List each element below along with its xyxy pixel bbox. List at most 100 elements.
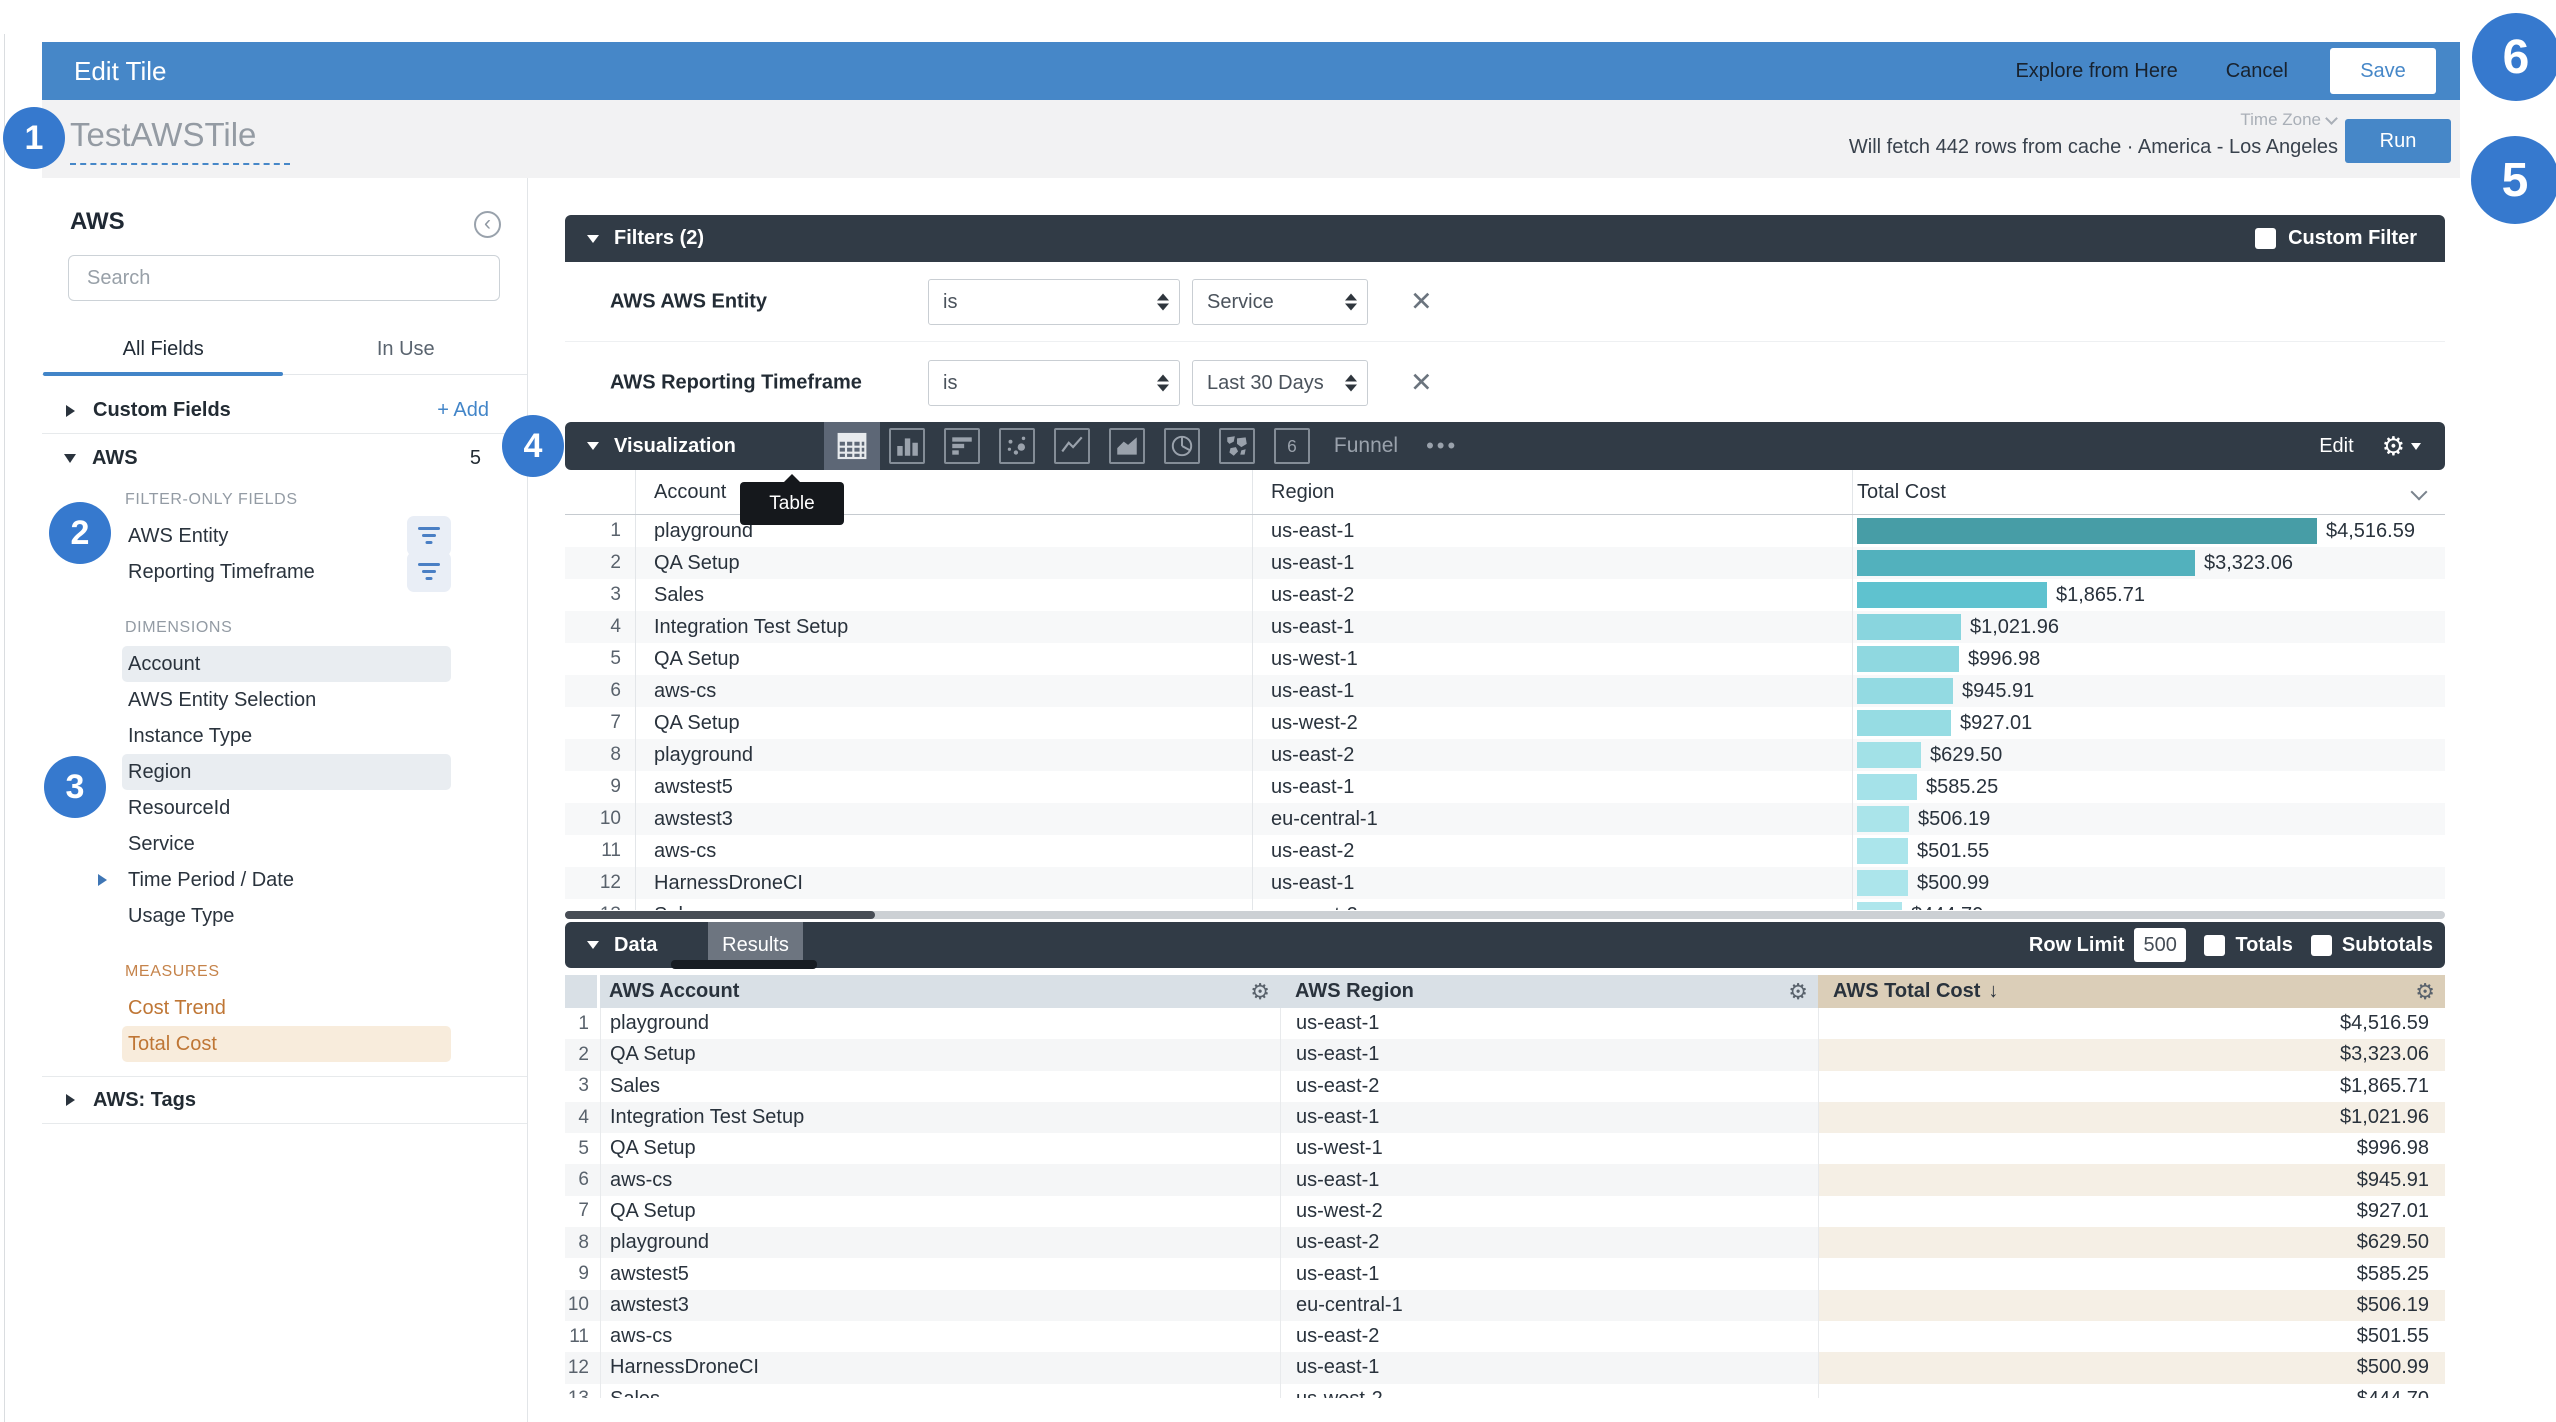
subtotals-checkbox[interactable] xyxy=(2310,934,2332,956)
total-cost-cell[interactable]: $927.01 xyxy=(1818,1195,2445,1228)
total-cost-cell[interactable]: $4,516.59 xyxy=(1852,515,2445,547)
account-cell[interactable]: Sales xyxy=(600,1070,1280,1102)
field-item-aws-entity[interactable]: AWS Entity xyxy=(122,516,451,556)
viz-type-bar-icon[interactable] xyxy=(935,422,990,470)
run-button[interactable]: Run xyxy=(2345,119,2451,163)
add-custom-field-button[interactable]: + Add xyxy=(437,399,489,421)
account-cell[interactable]: QA Setup xyxy=(635,707,1252,739)
viz-type-map-icon[interactable] xyxy=(1210,422,1265,470)
total-cost-cell[interactable]: $1,865.71 xyxy=(1852,579,2445,611)
account-cell[interactable]: Integration Test Setup xyxy=(635,611,1252,643)
filter-field-button[interactable] xyxy=(407,552,451,592)
account-cell[interactable]: aws-cs xyxy=(600,1164,1280,1196)
account-cell[interactable]: Sales xyxy=(600,1383,1280,1398)
region-cell[interactable]: us-east-1 xyxy=(1252,611,1852,643)
field-item-reporting-timeframe[interactable]: Reporting Timeframe xyxy=(122,552,451,592)
account-cell[interactable]: QA Setup xyxy=(600,1039,1280,1071)
scrollbar-thumb[interactable] xyxy=(565,911,875,919)
region-cell[interactable]: us-east-1 xyxy=(1252,515,1852,547)
account-cell[interactable]: QA Setup xyxy=(635,643,1252,675)
row-limit-input[interactable] xyxy=(2134,928,2187,962)
account-cell[interactable]: aws-cs xyxy=(635,835,1252,867)
region-cell[interactable]: us-east-1 xyxy=(1252,547,1852,579)
field-item-service[interactable]: Service xyxy=(128,833,195,855)
gear-icon[interactable]: ⚙ xyxy=(2381,430,2405,461)
collapse-sidebar-icon[interactable]: ‹ xyxy=(474,211,501,238)
filter-value-select[interactable]: Last 30 Days xyxy=(1192,360,1368,406)
remove-filter-icon[interactable]: ✕ xyxy=(1410,367,1433,398)
account-cell[interactable]: aws-cs xyxy=(600,1320,1280,1353)
data-horizontal-scrollbar-thumb[interactable] xyxy=(671,960,817,969)
viz-type-line-icon[interactable] xyxy=(1045,422,1100,470)
total-cost-cell[interactable]: $444.70 xyxy=(1852,899,2445,910)
region-cell[interactable]: us-east-1 xyxy=(1252,867,1852,899)
collapse-filters-icon[interactable] xyxy=(587,234,599,243)
field-item-aws-entity-selection[interactable]: AWS Entity Selection xyxy=(128,689,317,711)
total-cost-cell[interactable]: $1,021.96 xyxy=(1818,1101,2445,1134)
custom-filter-checkbox[interactable] xyxy=(2255,228,2277,249)
region-cell[interactable]: us-east-1 xyxy=(1280,1164,1818,1196)
account-cell[interactable]: aws-cs xyxy=(635,675,1252,707)
account-cell[interactable]: awstest5 xyxy=(600,1258,1280,1290)
expand-arrow-icon[interactable] xyxy=(98,874,107,886)
region-cell[interactable]: us-east-1 xyxy=(1280,1352,1818,1384)
total-cost-cell[interactable]: $3,323.06 xyxy=(1852,547,2445,579)
viz-type-single-value-icon[interactable]: 6 xyxy=(1265,422,1320,470)
account-cell[interactable]: QA Setup xyxy=(635,547,1252,579)
region-cell[interactable]: us-west-2 xyxy=(1252,707,1852,739)
custom-fields-row[interactable]: Custom Fields + Add xyxy=(42,388,527,434)
explore-from-here-button[interactable]: Explore from Here xyxy=(2015,59,2178,82)
search-input[interactable] xyxy=(68,255,500,301)
total-cost-cell[interactable]: $945.91 xyxy=(1818,1164,2445,1196)
viz-column-header-account[interactable]: Account xyxy=(635,470,1252,514)
account-cell[interactable]: awstest5 xyxy=(635,771,1252,803)
region-cell[interactable]: us-west-2 xyxy=(1280,1383,1818,1398)
gear-icon[interactable]: ⚙ xyxy=(1788,978,1808,1004)
account-cell[interactable]: QA Setup xyxy=(600,1195,1280,1228)
account-cell[interactable]: awstest3 xyxy=(600,1289,1280,1321)
region-cell[interactable]: us-west-1 xyxy=(1252,643,1852,675)
viz-column-header-region[interactable]: Region xyxy=(1252,470,1852,514)
filters-section-header[interactable]: Filters (2) Custom Filter xyxy=(565,215,2445,262)
total-cost-cell[interactable]: $585.25 xyxy=(1818,1258,2445,1290)
data-column-header-aws-total-cost[interactable]: AWS Total Cost ↓ ⚙ xyxy=(1818,975,2445,1008)
total-cost-cell[interactable]: $506.19 xyxy=(1818,1289,2445,1321)
viz-type-pie-icon[interactable] xyxy=(1155,422,1210,470)
region-cell[interactable]: us-east-1 xyxy=(1280,1258,1818,1290)
gear-icon[interactable]: ⚙ xyxy=(1250,978,1270,1004)
viz-edit-button[interactable]: Edit xyxy=(2319,434,2354,457)
region-cell[interactable]: us-east-2 xyxy=(1252,835,1852,867)
total-cost-cell[interactable]: $4,516.59 xyxy=(1818,1008,2445,1040)
viz-column-header-total-cost[interactable]: Total Cost xyxy=(1852,470,2445,514)
account-cell[interactable]: playground xyxy=(600,1008,1280,1040)
expand-arrow-icon[interactable] xyxy=(66,1094,75,1106)
tab-in-use[interactable]: In Use xyxy=(376,338,435,360)
account-cell[interactable]: awstest3 xyxy=(635,803,1252,835)
region-cell[interactable]: us-east-2 xyxy=(1252,739,1852,771)
total-cost-cell[interactable]: $585.25 xyxy=(1852,771,2445,803)
region-cell[interactable]: us-east-1 xyxy=(1280,1101,1818,1134)
field-item-region[interactable]: Region xyxy=(122,754,451,790)
total-cost-cell[interactable]: $996.98 xyxy=(1818,1133,2445,1165)
account-cell[interactable]: playground xyxy=(600,1227,1280,1259)
region-cell[interactable]: us-east-1 xyxy=(1252,675,1852,707)
total-cost-cell[interactable]: $629.50 xyxy=(1852,739,2445,771)
region-cell[interactable]: us-east-2 xyxy=(1252,579,1852,611)
viz-type-table-icon[interactable] xyxy=(823,422,880,470)
total-cost-cell[interactable]: $996.98 xyxy=(1852,643,2445,675)
region-cell[interactable]: us-west-2 xyxy=(1252,899,1852,910)
chevron-down-icon[interactable] xyxy=(2411,442,2421,450)
tab-all-fields[interactable]: All Fields xyxy=(42,328,285,376)
region-cell[interactable]: us-east-2 xyxy=(1280,1070,1818,1102)
field-item-instance-type[interactable]: Instance Type xyxy=(128,725,253,747)
more-viz-types-button[interactable]: ••• xyxy=(1426,433,1459,458)
region-cell[interactable]: us-west-2 xyxy=(1280,1195,1818,1228)
filter-field-button[interactable] xyxy=(407,516,451,556)
region-cell[interactable]: eu-central-1 xyxy=(1252,803,1852,835)
data-column-header-aws-region[interactable]: AWS Region ⚙ xyxy=(1280,975,1818,1008)
region-cell[interactable]: us-east-1 xyxy=(1280,1008,1818,1040)
account-cell[interactable]: Sales xyxy=(635,899,1252,910)
total-cost-cell[interactable]: $1,865.71 xyxy=(1818,1070,2445,1102)
time-zone-dropdown[interactable]: Time Zone xyxy=(2240,110,2338,130)
region-cell[interactable]: us-east-2 xyxy=(1280,1320,1818,1353)
